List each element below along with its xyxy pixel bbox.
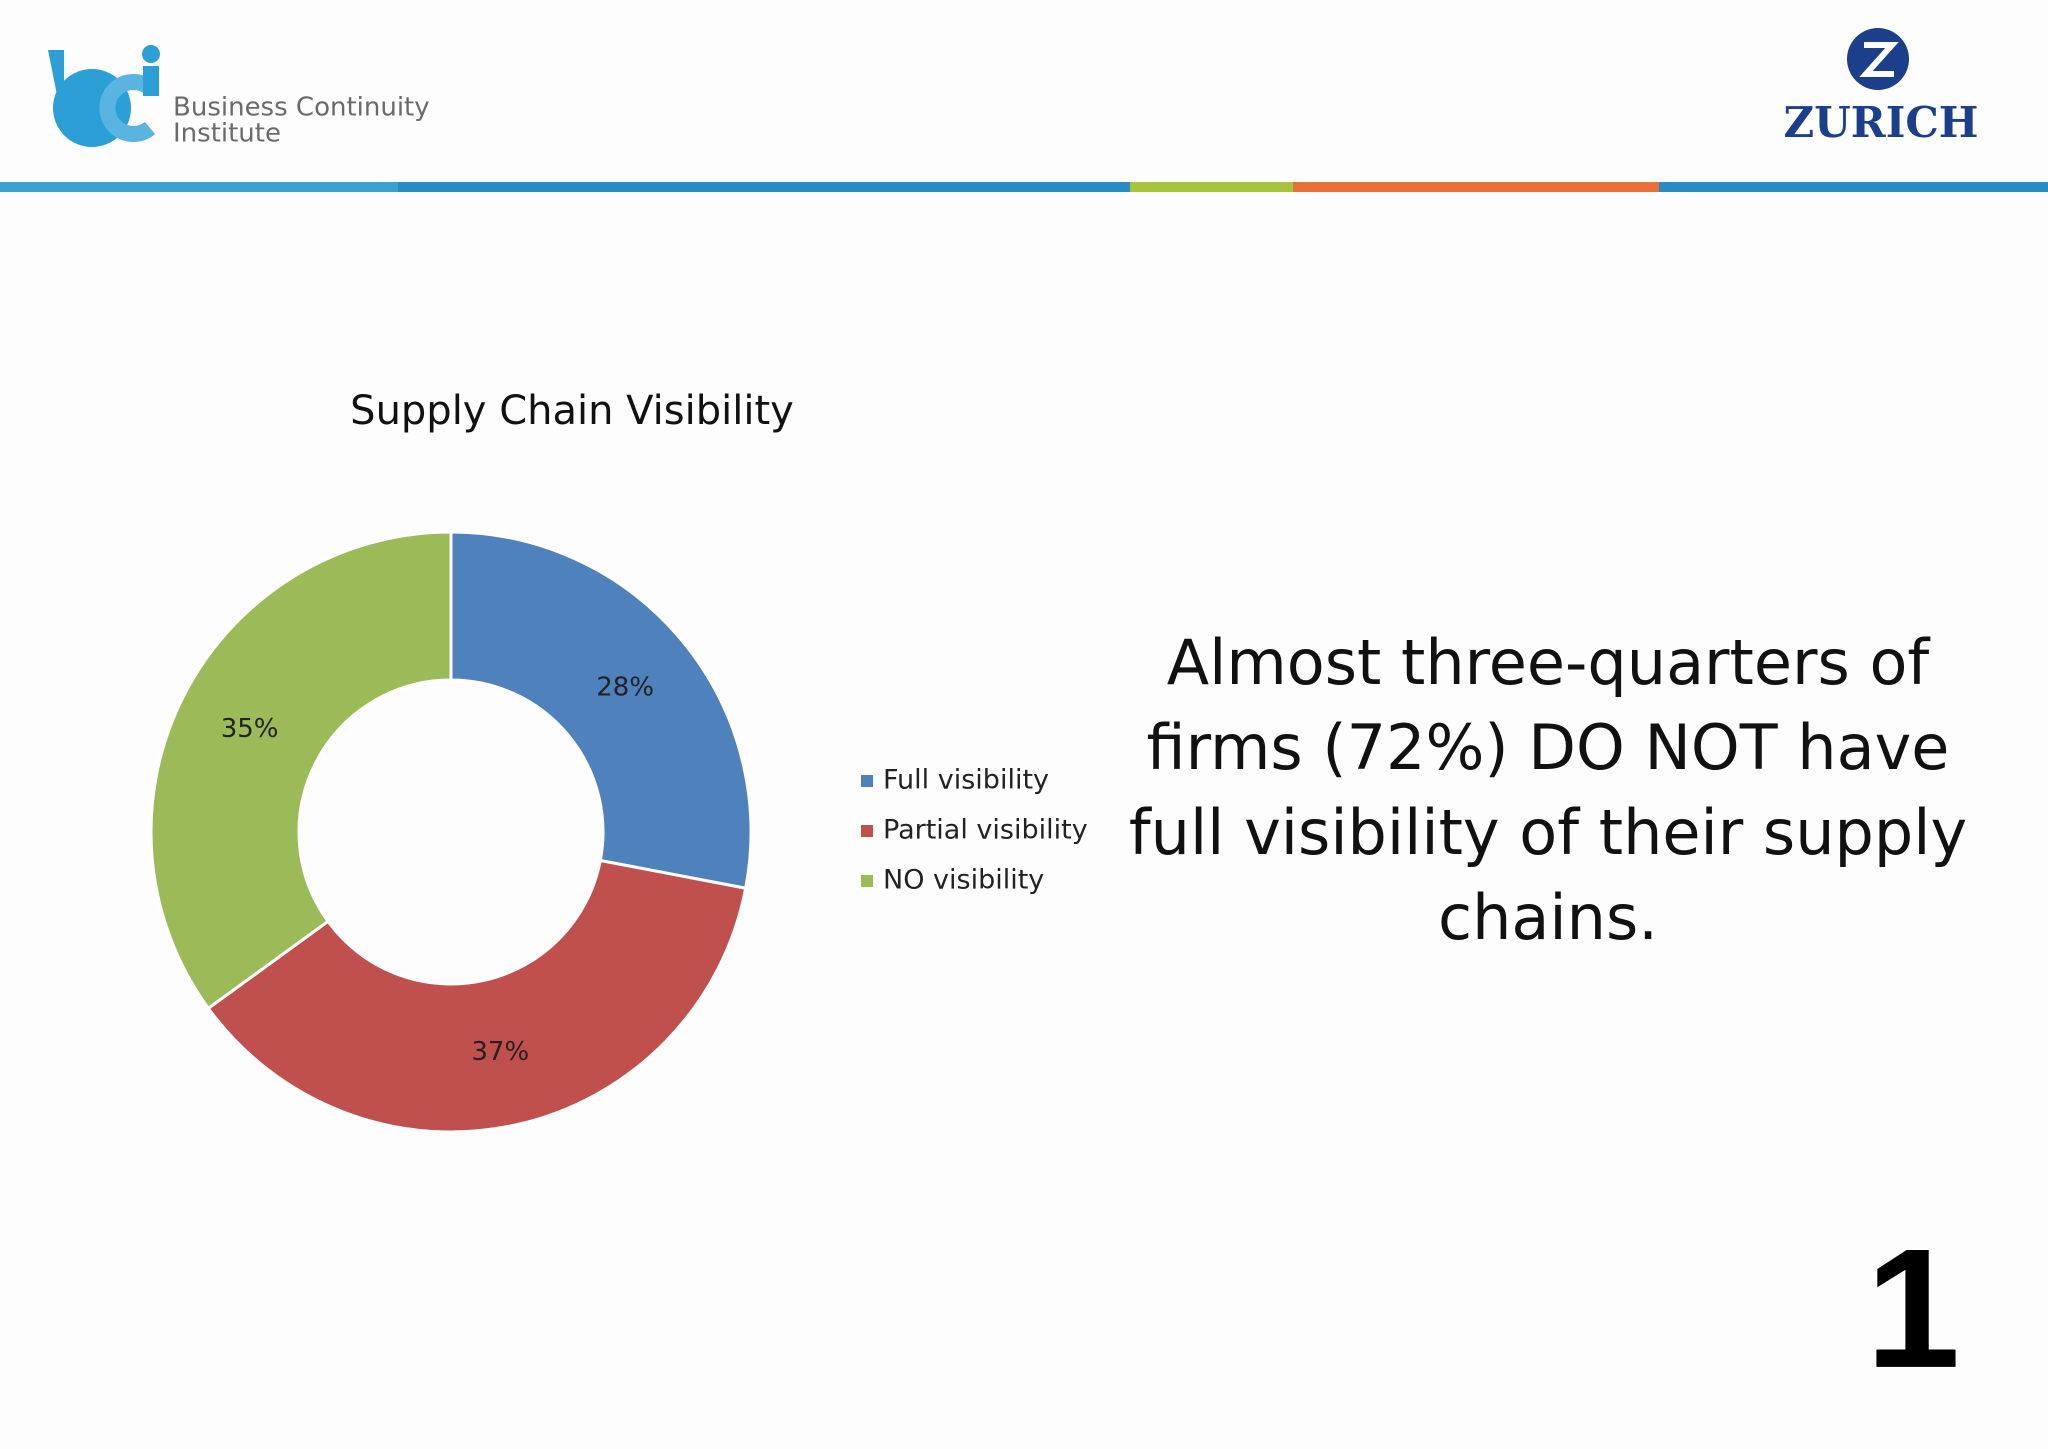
zurich-logo: ZURICH <box>1784 28 1979 147</box>
stripe <box>0 182 398 192</box>
pie: 28% 37% 35% <box>149 530 753 1134</box>
header-stripe <box>0 182 2048 192</box>
logo-text: ZURICH <box>1784 98 1979 147</box>
legend-label: NO visibility <box>883 865 1044 896</box>
statement-line: firms (72%) DO NOT have <box>1147 711 1950 784</box>
logo-shape <box>1859 42 1899 77</box>
legend-swatch <box>861 825 873 837</box>
stripe <box>1293 182 1659 192</box>
logo-shape <box>53 69 131 147</box>
logo-shape <box>142 45 160 63</box>
logo-shape <box>99 74 156 142</box>
stripe <box>1659 182 2048 192</box>
stripe <box>398 182 1130 192</box>
bci-logo: Business Continuity Institute <box>48 45 430 149</box>
logo-text: Institute <box>173 119 281 149</box>
page-number: 1 <box>1866 1214 1961 1404</box>
statement: Almost three-quarters of firms (72%) DO N… <box>1129 626 1967 954</box>
legend-label: Partial visibility <box>883 815 1088 846</box>
data-label: 37% <box>471 1037 529 1067</box>
data-label: 35% <box>221 714 279 744</box>
legend-swatch <box>861 875 873 887</box>
slice <box>206 858 748 1134</box>
statement-line: Almost three-quarters of <box>1167 626 1932 699</box>
logo-shape <box>143 66 159 96</box>
data-label: 28% <box>596 672 654 702</box>
legend: Full visibility Partial visibility NO visi… <box>861 765 1088 896</box>
legend-label: Full visibility <box>883 765 1049 796</box>
chart-title: Supply Chain Visibility <box>350 388 794 434</box>
statement-line: full visibility of their supply <box>1129 796 1967 869</box>
logo-text: Business Continuity <box>173 93 430 123</box>
stripe <box>1130 182 1293 192</box>
statement-line: chains. <box>1438 881 1658 954</box>
slice <box>149 530 453 1011</box>
slice <box>449 530 753 890</box>
legend-swatch <box>861 775 873 787</box>
